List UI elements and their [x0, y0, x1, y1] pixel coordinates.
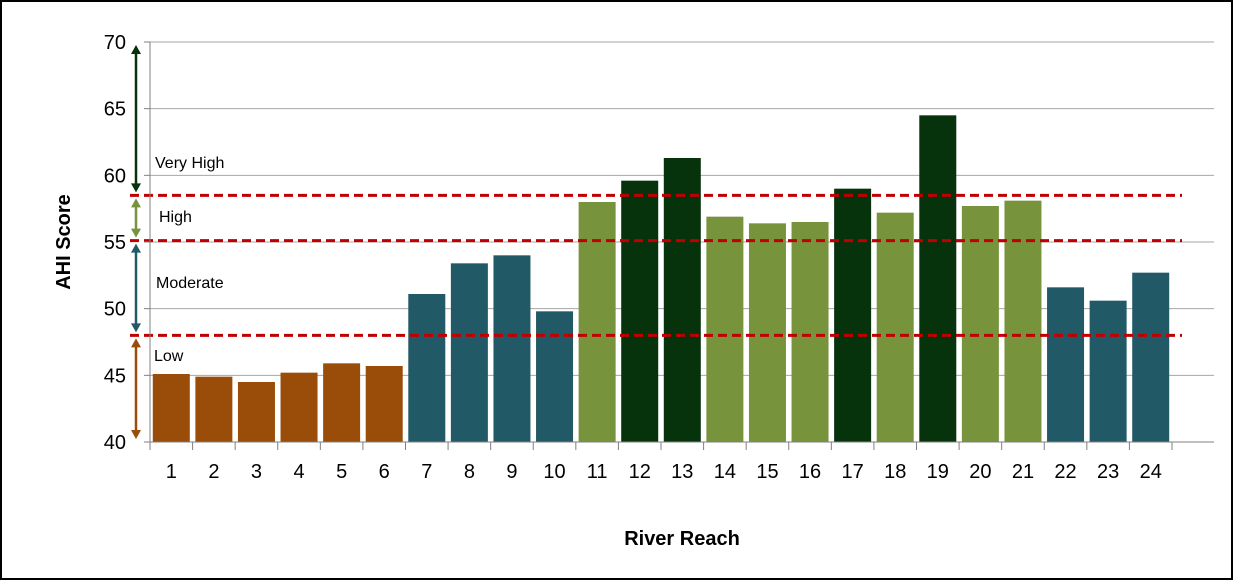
- band-arrowhead-up: [131, 45, 141, 54]
- band-indicators: Low Moderate High Very High: [131, 45, 224, 439]
- y-axis-title: AHI Score: [53, 194, 75, 290]
- bar-reach-1: [152, 374, 190, 442]
- band-arrowhead-up: [131, 338, 141, 348]
- bar-reach-13: [663, 158, 701, 442]
- y-tick-label: 70: [104, 32, 126, 54]
- bars: [152, 115, 1170, 442]
- x-tick-label: 22: [1054, 461, 1076, 483]
- x-tick-label: 12: [629, 461, 651, 483]
- bar-reach-8: [450, 263, 488, 442]
- bar-reach-10: [536, 311, 574, 442]
- bar-reach-2: [195, 376, 233, 442]
- bar-reach-14: [706, 216, 744, 442]
- x-tick-label: 19: [927, 461, 949, 483]
- x-tick-label: 8: [464, 461, 475, 483]
- bar-reach-9: [493, 255, 531, 442]
- bar-reach-22: [1047, 287, 1085, 442]
- bar-reach-15: [748, 223, 786, 442]
- bar-reach-19: [919, 115, 957, 442]
- band-arrowhead-down: [131, 430, 141, 439]
- band-label-low: Low: [154, 348, 184, 365]
- bar-reach-24: [1132, 272, 1170, 442]
- x-tick-label: 24: [1140, 461, 1162, 483]
- x-tick-label: 6: [379, 461, 390, 483]
- bar-reach-6: [365, 366, 403, 442]
- bar-reach-23: [1089, 300, 1127, 442]
- y-tick-label: 45: [104, 365, 126, 387]
- band-label-moderate: Moderate: [156, 275, 224, 292]
- x-tick-label: 17: [842, 461, 864, 483]
- x-tick-label: 23: [1097, 461, 1119, 483]
- bar-reach-12: [621, 180, 659, 442]
- x-tick-label: 21: [1012, 461, 1034, 483]
- x-tick-label: 7: [421, 461, 432, 483]
- bar-reach-11: [578, 202, 616, 442]
- x-tick-label: 13: [671, 461, 693, 483]
- x-tick-label: 10: [543, 461, 565, 483]
- x-tick-label: 14: [714, 461, 736, 483]
- x-axis-title: River Reach: [624, 528, 740, 550]
- x-tick-label: 9: [506, 461, 517, 483]
- band-label-high: High: [159, 209, 192, 226]
- x-tick-label: 11: [587, 461, 608, 483]
- bar-reach-16: [791, 222, 829, 442]
- x-tick-label: 4: [293, 461, 304, 483]
- bar-reach-3: [237, 382, 275, 442]
- band-label-very-high: Very High: [155, 155, 224, 172]
- y-tick-label: 50: [104, 299, 126, 321]
- y-tick-label: 60: [104, 165, 126, 187]
- bar-reach-21: [1004, 200, 1042, 442]
- x-tick-label: 16: [799, 461, 821, 483]
- bar-reach-20: [961, 206, 999, 442]
- x-tick-label: 2: [208, 461, 219, 483]
- bar-reach-7: [408, 294, 446, 442]
- x-tick-label: 18: [884, 461, 906, 483]
- bar-reach-4: [280, 372, 318, 442]
- band-arrowhead-up: [131, 243, 141, 253]
- bar-reach-17: [834, 188, 872, 442]
- bar-reach-18: [876, 212, 914, 442]
- x-tick-label: 20: [969, 461, 991, 483]
- band-arrowhead-down: [131, 183, 141, 193]
- band-arrowhead-up: [131, 198, 141, 208]
- axes: [144, 41, 1214, 450]
- x-tick-label: 1: [166, 461, 177, 483]
- band-arrowhead-down: [131, 228, 141, 238]
- x-tick-label: 15: [756, 461, 778, 483]
- band-arrowhead-down: [131, 323, 141, 333]
- y-tick-label: 55: [104, 232, 126, 254]
- bar-reach-5: [323, 363, 361, 442]
- threshold-lines: [130, 193, 1182, 337]
- x-tick-label: 3: [251, 461, 262, 483]
- y-tick-label: 65: [104, 99, 126, 121]
- y-tick-label: 40: [104, 432, 126, 454]
- x-tick-label: 5: [336, 461, 347, 483]
